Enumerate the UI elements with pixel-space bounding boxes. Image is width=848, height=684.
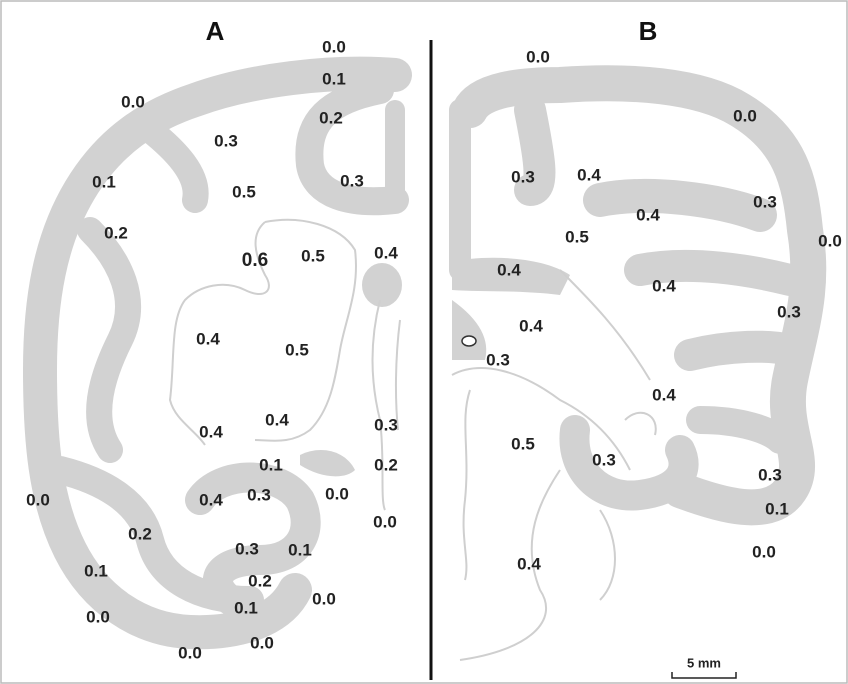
value-label: 0.3 <box>214 131 238 150</box>
value-label: 0.2 <box>374 455 398 474</box>
value-label: 0.4 <box>374 243 398 262</box>
value-label: 0.0 <box>373 512 397 531</box>
value-label: 0.1 <box>84 561 108 580</box>
value-label: 0.0 <box>250 633 274 652</box>
value-label: 0.1 <box>234 598 258 617</box>
value-label: 0.4 <box>199 490 223 509</box>
value-label: 0.1 <box>765 499 789 518</box>
value-label: 0.0 <box>178 643 202 662</box>
panel-title: A <box>206 16 225 46</box>
value-label: 0.3 <box>235 539 259 558</box>
value-label: 0.3 <box>247 485 271 504</box>
value-label: 0.0 <box>322 37 346 56</box>
value-label: 0.4 <box>199 422 223 441</box>
value-label: 0.3 <box>340 171 364 190</box>
value-label: 0.0 <box>733 106 757 125</box>
value-label: 0.4 <box>497 260 521 279</box>
value-label: 0.5 <box>301 246 325 265</box>
value-label: 0.4 <box>652 385 676 404</box>
value-label: 0.2 <box>104 223 128 242</box>
value-label: 0.1 <box>92 172 116 191</box>
shape <box>362 263 402 307</box>
scale-label: 5 mm <box>687 655 721 670</box>
value-label: 0.4 <box>265 410 289 429</box>
value-label: 0.3 <box>486 350 510 369</box>
value-label: 0.0 <box>26 490 50 509</box>
value-label: 0.3 <box>592 450 616 469</box>
value-label: 0.0 <box>818 231 842 250</box>
value-label: 0.4 <box>519 316 543 335</box>
value-label: 0.4 <box>577 165 601 184</box>
value-label: 0.5 <box>232 182 256 201</box>
value-label: 0.4 <box>517 554 541 573</box>
value-label: 0.4 <box>196 329 220 348</box>
value-label: 0.0 <box>312 589 336 608</box>
value-label: 0.4 <box>636 205 660 224</box>
value-label: 0.5 <box>285 340 309 359</box>
value-label: 0.3 <box>753 192 777 211</box>
value-label: 0.3 <box>374 415 398 434</box>
value-label: 0.5 <box>565 227 589 246</box>
value-label: 0.0 <box>325 484 349 503</box>
value-label: 0.2 <box>248 571 272 590</box>
figure: 5 mm A B 0.0 0.1 0.2 0.0 0.3 0.5 0.3 0.1 0.2 0.6 0… <box>0 0 848 684</box>
panel-title: B <box>639 16 658 46</box>
value-label: 0.1 <box>288 540 312 559</box>
value-label: 0.0 <box>86 607 110 626</box>
value-label: 0.4 <box>652 276 676 295</box>
value-label: 0.3 <box>777 302 801 321</box>
value-label: 0.2 <box>319 108 343 127</box>
value-label: 0.5 <box>511 434 535 453</box>
value-label: 0.0 <box>121 92 145 111</box>
shape <box>462 336 476 346</box>
value-label: 0.0 <box>752 542 776 561</box>
value-label: 0.1 <box>259 455 283 474</box>
value-label: 0.2 <box>128 524 152 543</box>
value-label: 0.1 <box>322 69 346 88</box>
value-label: 0.6 <box>242 250 268 271</box>
value-label: 0.3 <box>511 167 535 186</box>
value-label: 0.0 <box>526 47 550 66</box>
value-label: 0.3 <box>758 465 782 484</box>
